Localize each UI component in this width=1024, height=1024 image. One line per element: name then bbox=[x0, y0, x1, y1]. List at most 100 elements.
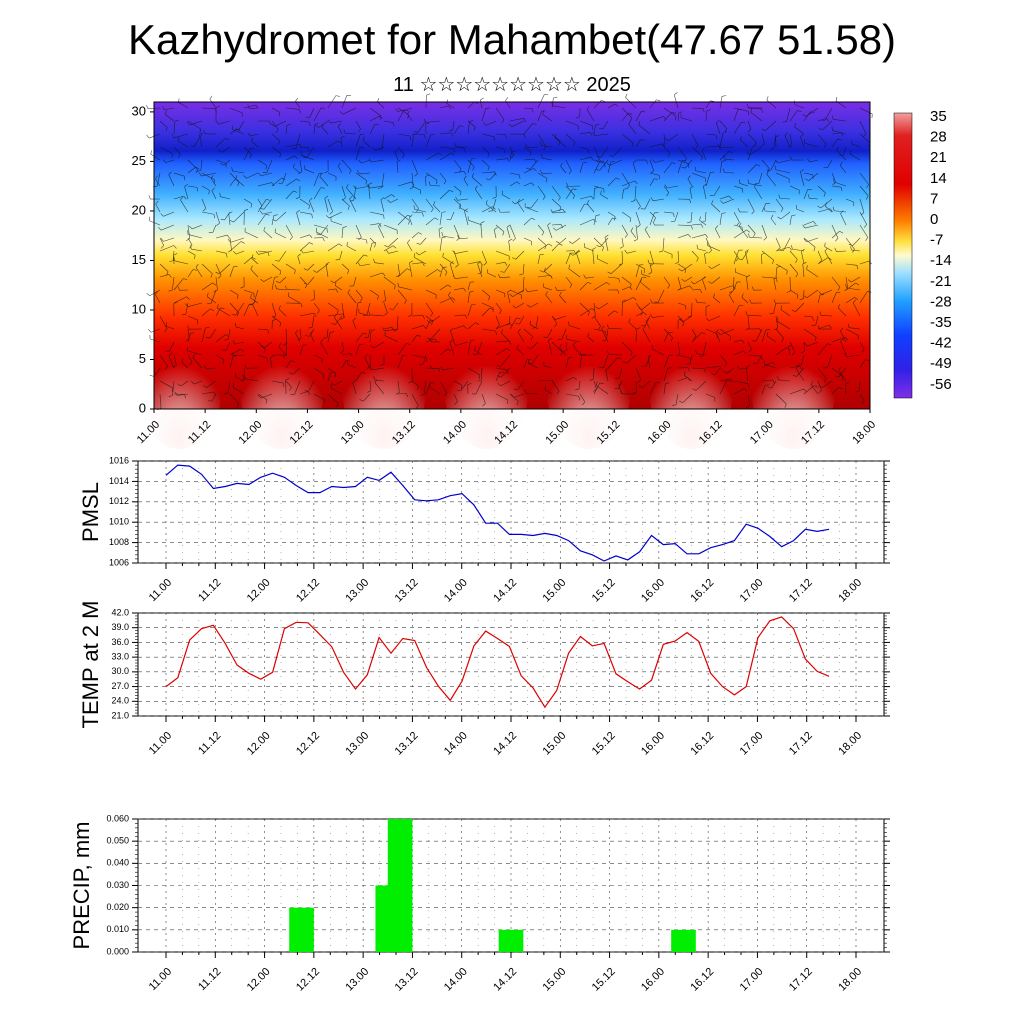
wind-barb-flag bbox=[155, 290, 159, 295]
wind-barb-flag bbox=[556, 241, 560, 244]
wind-barb bbox=[537, 379, 553, 382]
wind-barb bbox=[453, 325, 464, 330]
wind-barb bbox=[750, 112, 763, 122]
wind-barb bbox=[593, 282, 607, 291]
wind-barb bbox=[645, 321, 651, 330]
wind-barb bbox=[201, 107, 216, 110]
wind-barb bbox=[724, 172, 735, 174]
wind-barb-flag bbox=[168, 289, 173, 292]
wind-barb-flag bbox=[470, 339, 475, 342]
wind-barb bbox=[794, 126, 805, 135]
wind-barb-flag bbox=[272, 218, 277, 222]
wind-barb-flag bbox=[443, 180, 447, 185]
wind-barb-flag bbox=[531, 182, 535, 186]
wind-barb-flag bbox=[365, 239, 368, 244]
wind-barb bbox=[481, 302, 494, 309]
wind-barb bbox=[320, 342, 329, 356]
wind-barb bbox=[849, 327, 861, 330]
wind-barb-flag bbox=[667, 285, 670, 289]
wind-barb bbox=[775, 393, 787, 405]
wind-barb-flag bbox=[166, 271, 169, 276]
wind-barb bbox=[467, 121, 470, 135]
wind-barb bbox=[185, 302, 189, 315]
wind-barb-flag bbox=[823, 192, 826, 197]
wind-barb bbox=[453, 287, 464, 291]
wind-barb bbox=[733, 339, 743, 343]
wind-barb-flag bbox=[767, 387, 772, 389]
wind-barb-flag bbox=[249, 154, 252, 159]
wind-barb bbox=[663, 146, 671, 154]
wind-barb-flag bbox=[409, 187, 414, 190]
wind-barb-flag bbox=[463, 325, 467, 329]
wind-barb bbox=[495, 261, 505, 265]
wind-barb-flag bbox=[409, 260, 413, 264]
wind-barb bbox=[279, 276, 287, 284]
wind-barb-flag bbox=[504, 262, 508, 266]
wind-barb-flag bbox=[818, 291, 822, 295]
wind-barb-flag bbox=[634, 180, 638, 185]
wind-barb-flag bbox=[801, 248, 805, 252]
wind-barb bbox=[859, 211, 868, 225]
x-tick-label: 14.00 bbox=[442, 577, 470, 605]
wind-barb-flag bbox=[556, 390, 560, 395]
wind-barb bbox=[369, 107, 382, 117]
wind-barb-flag bbox=[288, 292, 290, 297]
wind-barb bbox=[210, 178, 217, 187]
wind-barb-flag bbox=[243, 175, 247, 179]
wind-barb-flag bbox=[349, 170, 352, 174]
wind-barb-flag bbox=[350, 353, 353, 358]
wind-barb-flag bbox=[496, 364, 501, 367]
wind-barb bbox=[677, 160, 683, 174]
wind-barb-flag bbox=[526, 167, 531, 170]
wind-barb-flag bbox=[453, 148, 456, 153]
wind-barb-flag bbox=[754, 141, 757, 146]
wind-barb-flag bbox=[641, 111, 646, 113]
wind-barb bbox=[411, 172, 414, 188]
wind-barb-flag bbox=[647, 354, 652, 358]
wind-barb-flag bbox=[593, 388, 597, 392]
wind-barb-flag bbox=[335, 95, 340, 97]
wind-barb bbox=[547, 328, 553, 338]
wind-barb-flag bbox=[307, 391, 311, 395]
colorbar-label: 14 bbox=[930, 170, 947, 187]
wind-barb bbox=[467, 158, 472, 174]
wind-barb bbox=[187, 302, 203, 308]
wind-barb bbox=[806, 289, 819, 298]
wind-barb bbox=[235, 178, 245, 187]
wind-barb bbox=[299, 312, 315, 317]
wind-barb bbox=[285, 328, 288, 344]
wind-barb bbox=[695, 170, 707, 174]
wind-barb-flag bbox=[810, 381, 814, 385]
wind-barb-flag bbox=[447, 348, 452, 352]
wind-barb-flag bbox=[573, 142, 576, 147]
wind-barb bbox=[337, 126, 343, 135]
wind-barb bbox=[733, 224, 743, 228]
wind-barb-flag bbox=[196, 187, 199, 192]
wind-barb-flag bbox=[496, 325, 500, 329]
wind-barb bbox=[747, 145, 753, 161]
wind-barb-flag bbox=[320, 339, 324, 343]
wind-barb-flag bbox=[226, 234, 230, 239]
wind-barb bbox=[383, 224, 398, 231]
wind-barb bbox=[537, 237, 547, 246]
x-tick-label: 14.00 bbox=[442, 966, 470, 994]
series-line bbox=[165, 464, 830, 562]
wind-barb bbox=[347, 363, 357, 369]
wind-barb-flag bbox=[474, 185, 478, 190]
wind-barb-flag bbox=[687, 315, 692, 318]
wind-barb-flag bbox=[516, 181, 521, 185]
wind-barb bbox=[649, 116, 664, 122]
wind-barb bbox=[299, 344, 304, 356]
colorbar-label: -56 bbox=[930, 376, 952, 393]
wind-barb bbox=[775, 328, 784, 339]
wind-barb bbox=[649, 159, 654, 171]
wind-barb-flag bbox=[689, 199, 692, 204]
wind-barb-flag bbox=[559, 344, 562, 349]
wind-barb bbox=[682, 315, 693, 322]
panel-frame bbox=[137, 612, 885, 717]
wind-barb-flag bbox=[748, 349, 752, 353]
wind-barb bbox=[381, 172, 385, 188]
wind-barb-flag bbox=[380, 197, 385, 200]
wind-barb bbox=[761, 329, 767, 343]
wind-barb bbox=[201, 172, 215, 180]
